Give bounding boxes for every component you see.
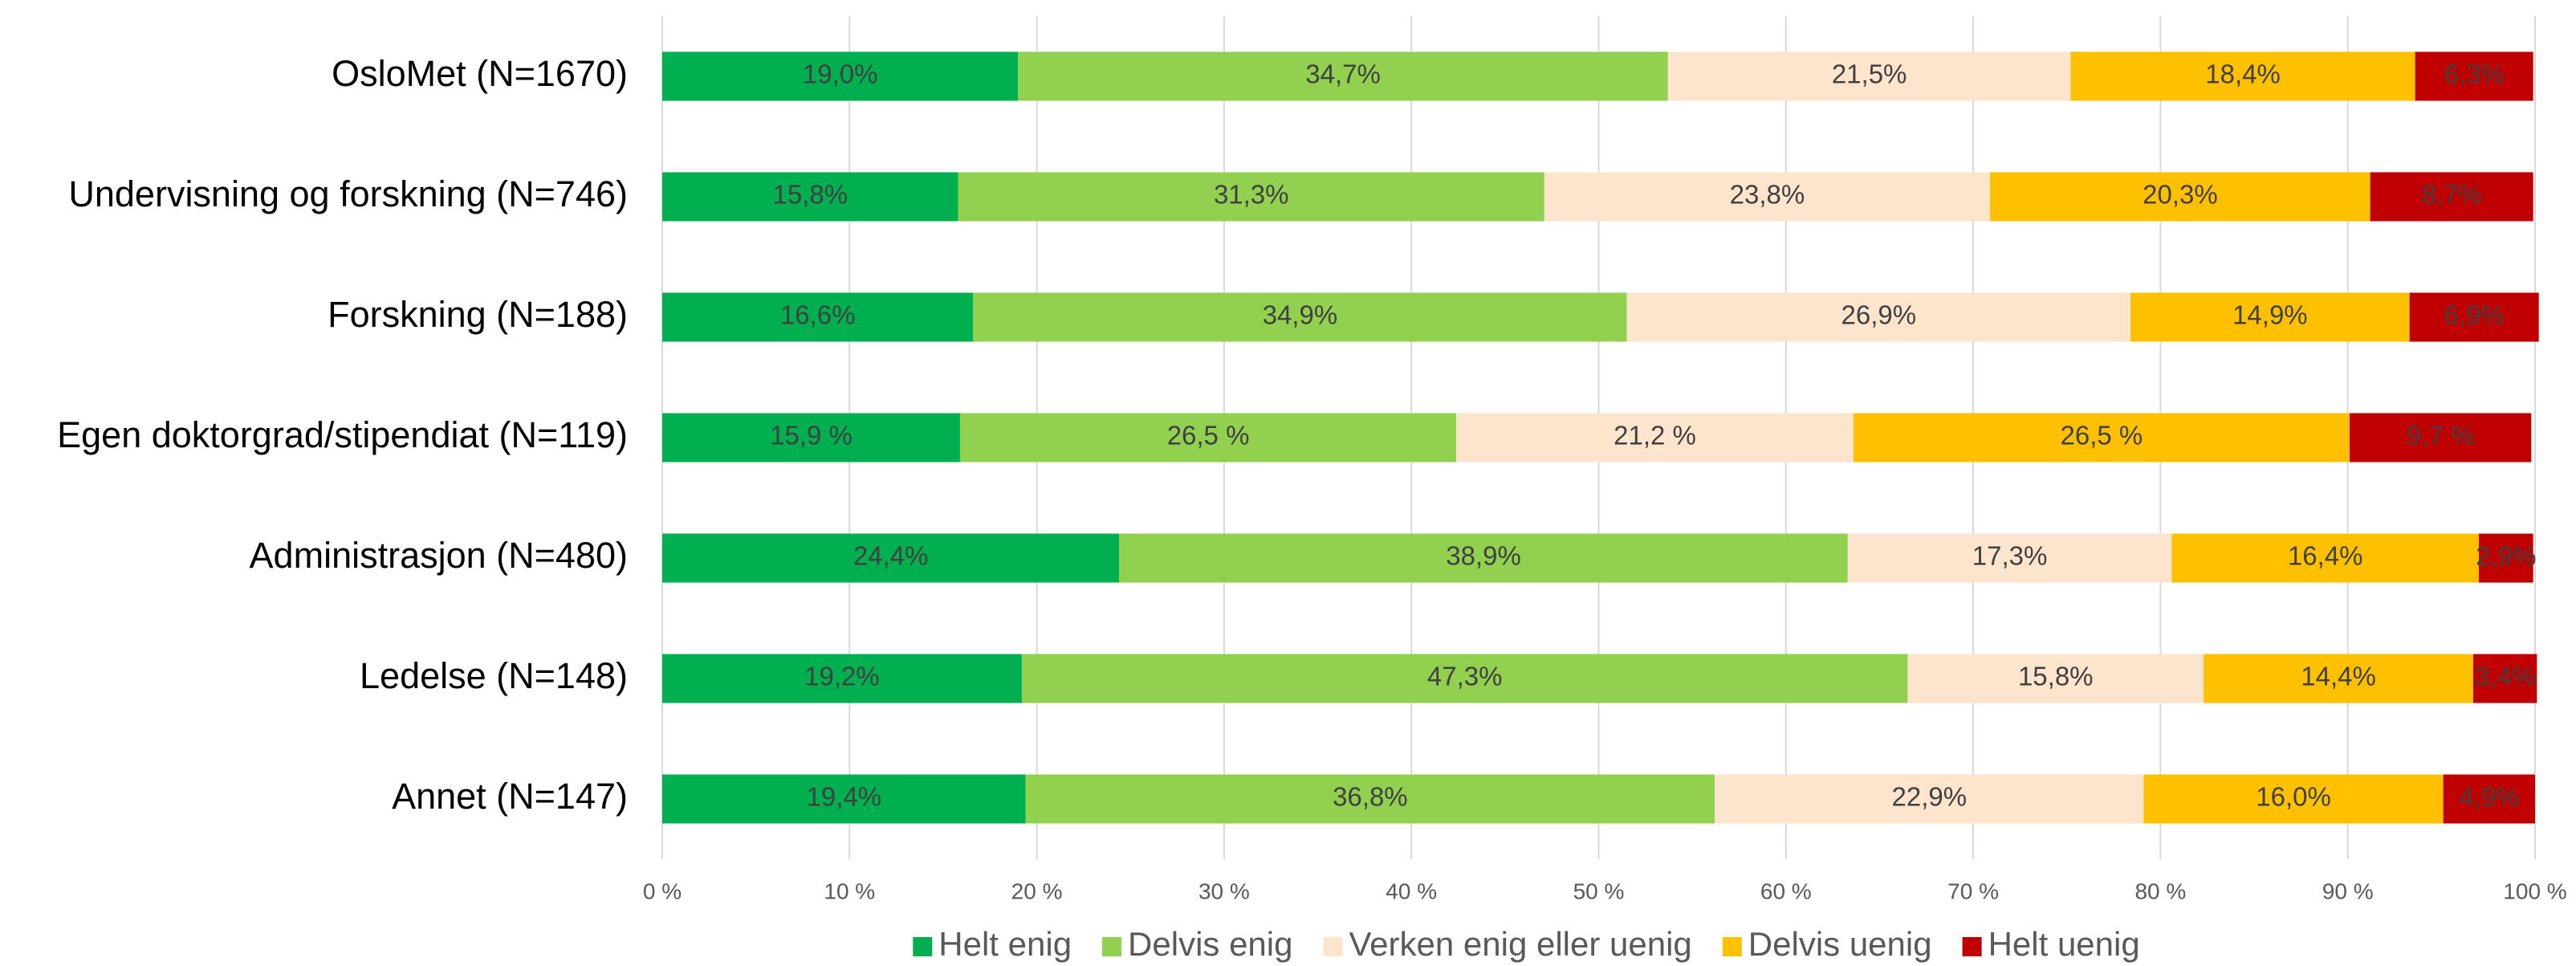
bar-segment (973, 292, 1627, 342)
bar-segment (2171, 533, 2480, 583)
data-label: 4,9% (2459, 782, 2519, 812)
x-tick-label: 70 % (1947, 878, 1999, 903)
bar-segment (1544, 172, 1991, 222)
legend-swatch (1102, 937, 1122, 956)
data-label: 38,9% (1446, 541, 1521, 571)
data-label: 26,5 % (2061, 421, 2143, 450)
data-label: 21,5% (1832, 59, 1907, 89)
x-tick-label: 60 % (1760, 878, 1812, 903)
bar-segment (1847, 533, 2172, 583)
bar-segment (1626, 292, 2131, 342)
x-tick-label: 40 % (1386, 878, 1437, 903)
category-label: Annet (N=147) (392, 776, 628, 817)
data-label: 26,9% (1841, 300, 1916, 330)
bar-segment (2443, 774, 2535, 824)
bar-segment (1456, 413, 1854, 463)
category-label: Forskning (N=188) (328, 294, 628, 335)
category-label: Ledelse (N=148) (360, 655, 628, 696)
data-label: 26,5 % (1167, 421, 1250, 450)
x-tick-label: 10 % (824, 878, 875, 903)
data-label: 15,8% (773, 180, 848, 210)
x-tick-label: 100 % (2503, 878, 2566, 903)
data-label: 24,4% (853, 541, 929, 571)
bar-segment (2070, 51, 2415, 101)
data-label: 22,9% (1891, 782, 1967, 812)
legend-swatch (1323, 937, 1343, 956)
legend-label: Delvis enig (1128, 925, 1292, 963)
bar-segment (662, 533, 1120, 583)
data-label: 16,6% (780, 300, 856, 330)
x-tick-label: 50 % (1573, 878, 1625, 903)
x-tick-label: 80 % (2134, 878, 2186, 903)
data-label: 9,7 % (2407, 421, 2474, 450)
category-label: Administrasjon (N=480) (250, 535, 628, 576)
bar-segment (2409, 292, 2539, 342)
x-tick-label: 90 % (2322, 878, 2374, 903)
data-label: 19,2% (804, 662, 880, 691)
legend-label: Helt uenig (1988, 925, 2140, 963)
category-label: Undervisning og forskning (N=746) (68, 173, 628, 214)
data-label: 23,8% (1730, 180, 1805, 210)
data-label: 18,4% (2205, 59, 2281, 89)
data-label: 19,0% (803, 59, 878, 89)
bar-segment (2204, 654, 2474, 703)
data-label: 8,7% (2422, 180, 2482, 210)
legend-swatch (913, 937, 933, 956)
bar-segment (1119, 533, 1848, 583)
data-label: 36,8% (1333, 782, 1408, 812)
data-label: 21,2 % (1614, 421, 1696, 450)
bar-segment (1907, 654, 2204, 703)
bar-segment (1025, 774, 1715, 824)
data-label: 14,4% (2301, 662, 2376, 691)
bar-segment (959, 413, 1457, 463)
category-label: OsloMet (N=1670) (332, 53, 628, 94)
x-tick-label: 30 % (1198, 878, 1250, 903)
bar-segment (1853, 413, 2350, 463)
data-label: 34,9% (1263, 300, 1338, 330)
data-label: 15,8% (2018, 662, 2094, 691)
bar-segment (2415, 51, 2533, 101)
bar-segment (662, 413, 960, 463)
bar-segment (2130, 292, 2410, 342)
bar-segment (2350, 413, 2532, 463)
legend-swatch (1962, 937, 1982, 956)
data-label: 19,4% (807, 782, 882, 812)
bar-segment (2473, 654, 2537, 703)
x-tick-label: 20 % (1011, 878, 1063, 903)
legend-label: Delvis uenig (1748, 925, 1932, 963)
bar-segment (2143, 774, 2444, 824)
data-label: 47,3% (1427, 662, 1503, 691)
data-label: 2,9% (2476, 541, 2536, 571)
category-label: Egen doktorgrad/stipendiat (N=119) (57, 414, 628, 455)
data-label: 6,3% (2444, 59, 2505, 89)
data-label: 34,7% (1305, 59, 1381, 89)
data-label: 15,9 % (770, 421, 853, 450)
bar-segment (1667, 51, 2071, 101)
bar-segment (662, 51, 1019, 101)
data-label: 16,0% (2256, 782, 2331, 812)
data-label: 6,9% (2444, 300, 2505, 330)
bar-segment (662, 172, 958, 222)
x-tick-label: 0 % (643, 878, 682, 903)
data-label: 31,3% (1214, 180, 1289, 210)
bar-segment (662, 774, 1026, 824)
data-label: 3,4% (2475, 662, 2535, 691)
bar-segment (1990, 172, 2370, 222)
data-label: 20,3% (2143, 180, 2218, 210)
bar-segment (662, 654, 1022, 703)
data-label: 17,3% (1972, 541, 2048, 571)
bar-segment (2479, 533, 2533, 583)
bar-segment (1021, 654, 1908, 703)
data-label: 16,4% (2288, 541, 2363, 571)
bar-segment (1018, 51, 1668, 101)
data-label: 14,9% (2232, 300, 2308, 330)
bar-segment (662, 292, 974, 342)
bar-segment (958, 172, 1544, 222)
bar-segment (1715, 774, 2144, 824)
legend-label: Verken enig eller uenig (1349, 925, 1691, 963)
legend-swatch (1722, 937, 1742, 956)
bar-segment (2370, 172, 2533, 222)
legend-label: Helt enig (938, 925, 1072, 963)
